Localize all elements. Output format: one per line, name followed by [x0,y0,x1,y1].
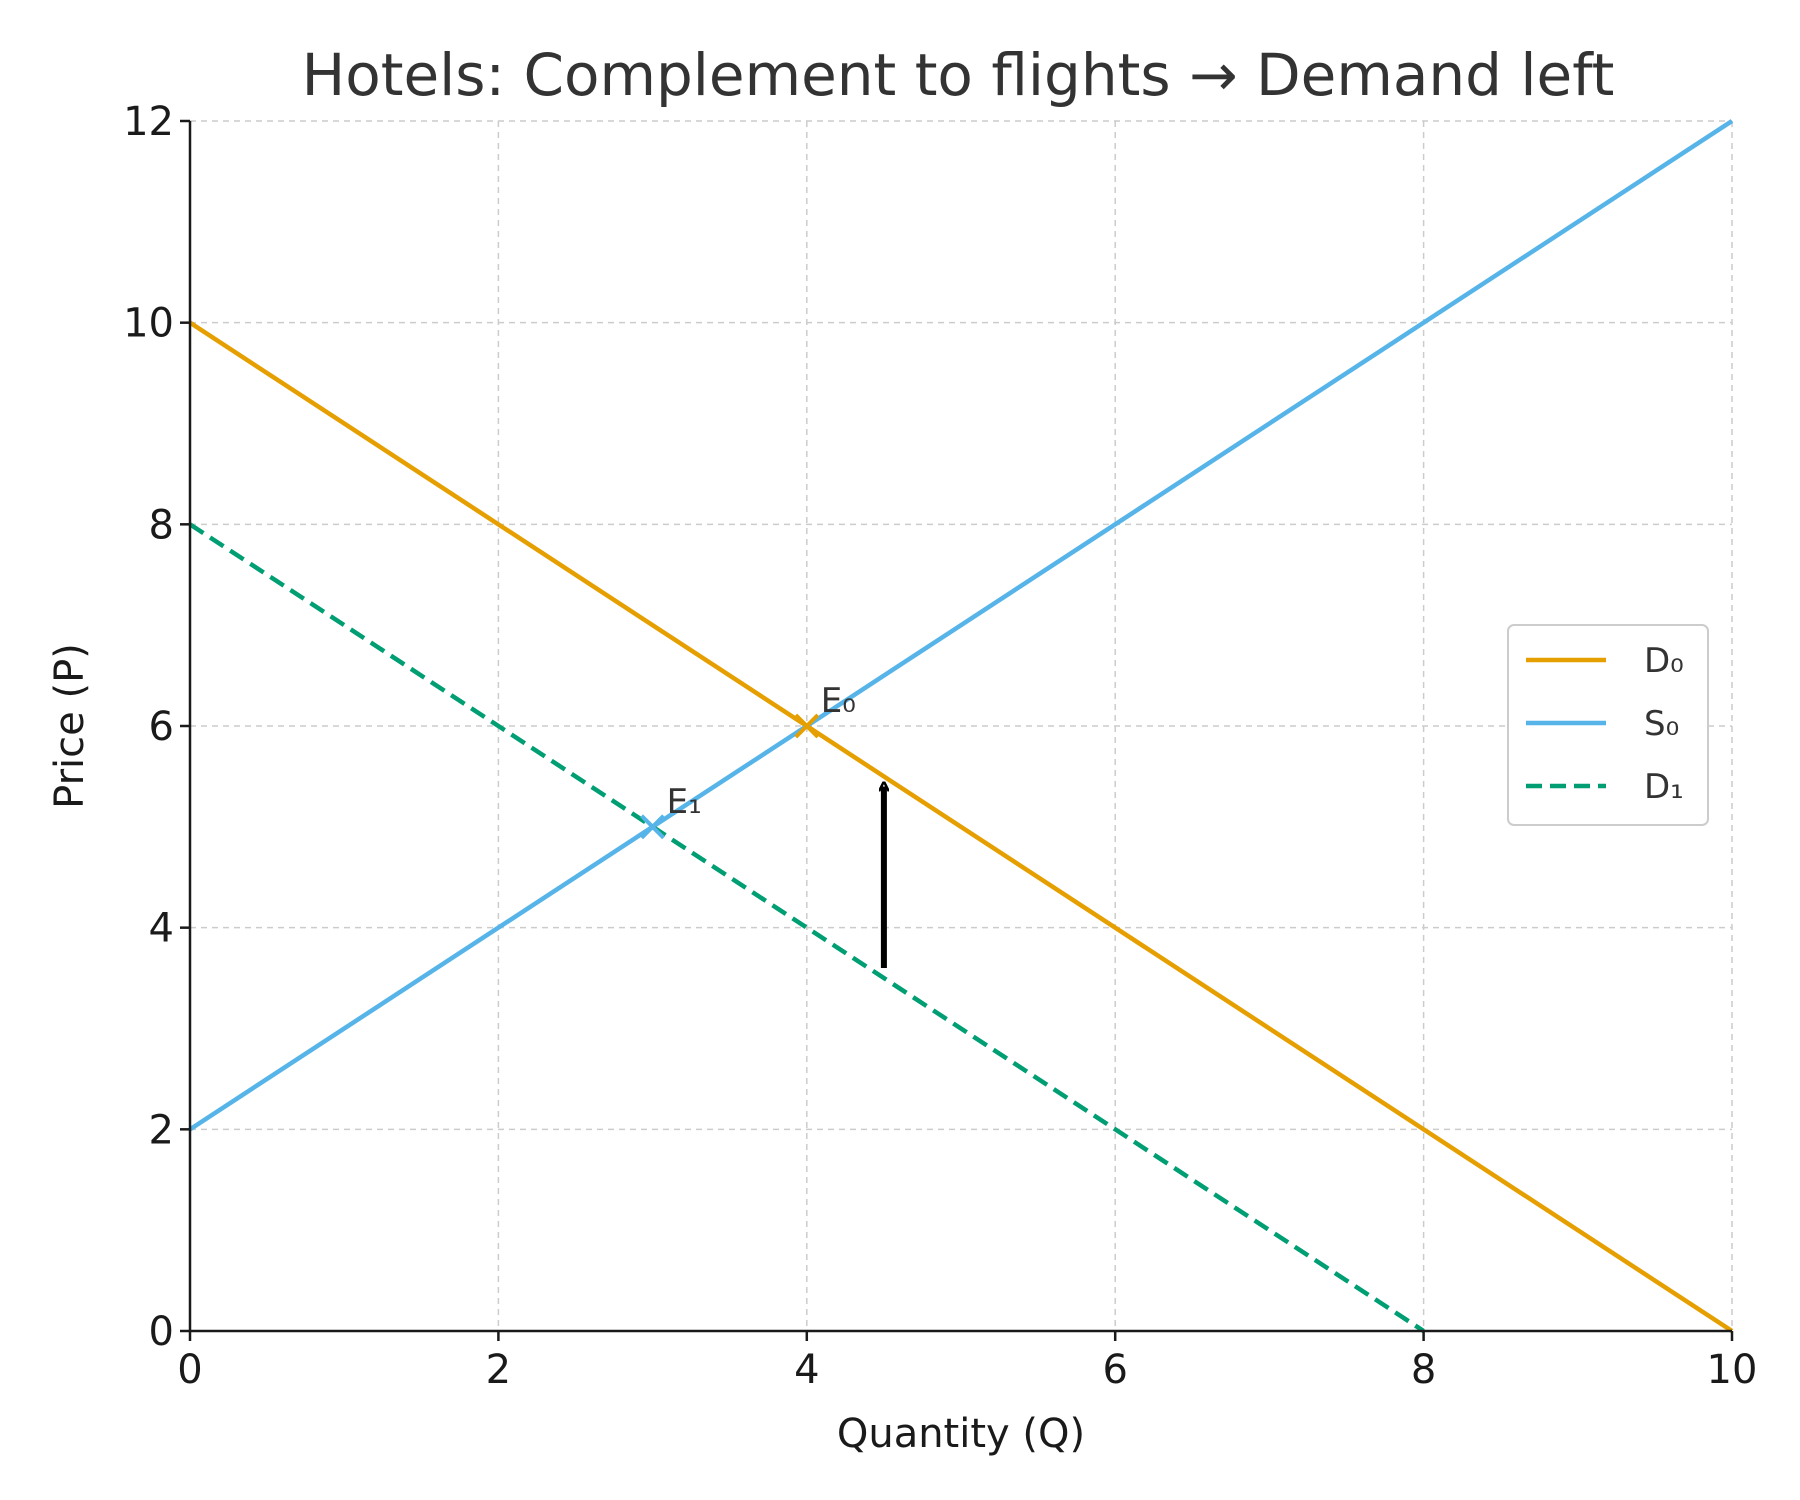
legend-label-2: D₁ [1644,767,1684,807]
y-axis-label: Price (P) [47,643,93,809]
y-tick-label: 2 [149,1107,174,1153]
y-ticks: 0 2 4 6 8 10 12 [123,99,190,1355]
equilibrium-marker-0 [794,713,820,739]
y-tick-label: 6 [149,704,174,750]
x-tick-label: 0 [177,1347,202,1393]
series-line-2 [188,522,1425,1333]
y-tick-label: 12 [123,99,174,145]
series-layer [188,119,1734,1333]
chart-title: Hotels: Complement to flights → Demand l… [302,41,1615,109]
equilibrium-label-1: E₁ [667,782,702,822]
x-tick-label: 6 [1102,1347,1127,1393]
y-tick-label: 8 [149,502,174,548]
y-tick-label: 4 [149,906,174,952]
x-tick-label: 10 [1707,1347,1758,1393]
legend-label-1: S₀ [1644,704,1679,744]
legend-box [1507,624,1709,826]
equilibrium-marker-1 [640,814,666,840]
legend: D₀ S₀ D₁ [1507,624,1709,826]
series-line-1 [188,119,1734,1132]
x-tick-label: 2 [486,1347,511,1393]
y-tick-label: 10 [123,301,174,347]
x-tick-label: 8 [1411,1347,1436,1393]
x-ticks: 0 2 4 6 8 10 [177,1331,1757,1393]
equilibrium-points: E₀ E₁ [640,681,856,840]
series-line-0 [188,320,1734,1333]
x-axis-label: Quantity (Q) [837,1411,1085,1457]
grid [190,120,1733,1331]
y-tick-label: 0 [149,1309,174,1355]
x-tick-label: 4 [794,1347,819,1393]
legend-label-0: D₀ [1644,641,1684,681]
equilibrium-label-0: E₀ [821,681,856,721]
